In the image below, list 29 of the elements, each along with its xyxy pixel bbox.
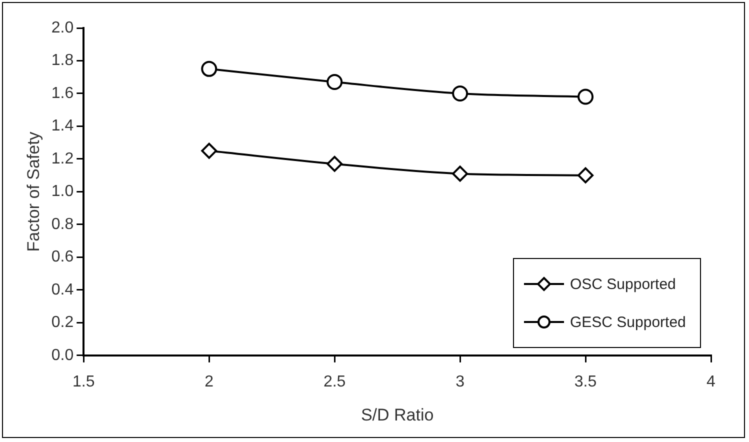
y-tick-label: 0.8 bbox=[51, 216, 74, 233]
y-tick-label: 1.2 bbox=[51, 150, 74, 168]
x-axis-title: S/D Ratio bbox=[360, 405, 434, 424]
y-tick-label: 1.8 bbox=[51, 52, 74, 70]
point bbox=[326, 74, 343, 90]
x-tick-label: 3.5 bbox=[574, 373, 597, 390]
point bbox=[201, 60, 218, 77]
legend-label: OSC Supported bbox=[570, 276, 676, 293]
x-tick-label: 1.5 bbox=[72, 373, 95, 390]
y-tick-label: 1.0 bbox=[51, 183, 74, 200]
y-tick-label: 1.4 bbox=[51, 118, 74, 135]
y-tick-label: 2.0 bbox=[51, 19, 74, 36]
y-axis-title: Factor of Safety bbox=[24, 131, 43, 252]
point bbox=[201, 142, 218, 159]
y-tick-label: 0.2 bbox=[51, 314, 74, 332]
point bbox=[578, 167, 594, 184]
legend-label: GESC Supported bbox=[570, 314, 686, 331]
point bbox=[326, 156, 343, 172]
x-tick-label: 3 bbox=[456, 373, 465, 390]
point bbox=[452, 166, 468, 182]
y-tick-label: 0.4 bbox=[51, 281, 74, 298]
x-tick-label: 2 bbox=[204, 373, 214, 390]
x-tick-label: 4 bbox=[706, 373, 716, 390]
y-tick-label: 0.0 bbox=[51, 346, 74, 364]
y-tick-label: 1.6 bbox=[51, 84, 74, 102]
point bbox=[578, 88, 594, 105]
point bbox=[452, 85, 468, 102]
x-tick-label: 2.5 bbox=[323, 373, 346, 390]
y-tick-label: 0.6 bbox=[51, 248, 74, 266]
